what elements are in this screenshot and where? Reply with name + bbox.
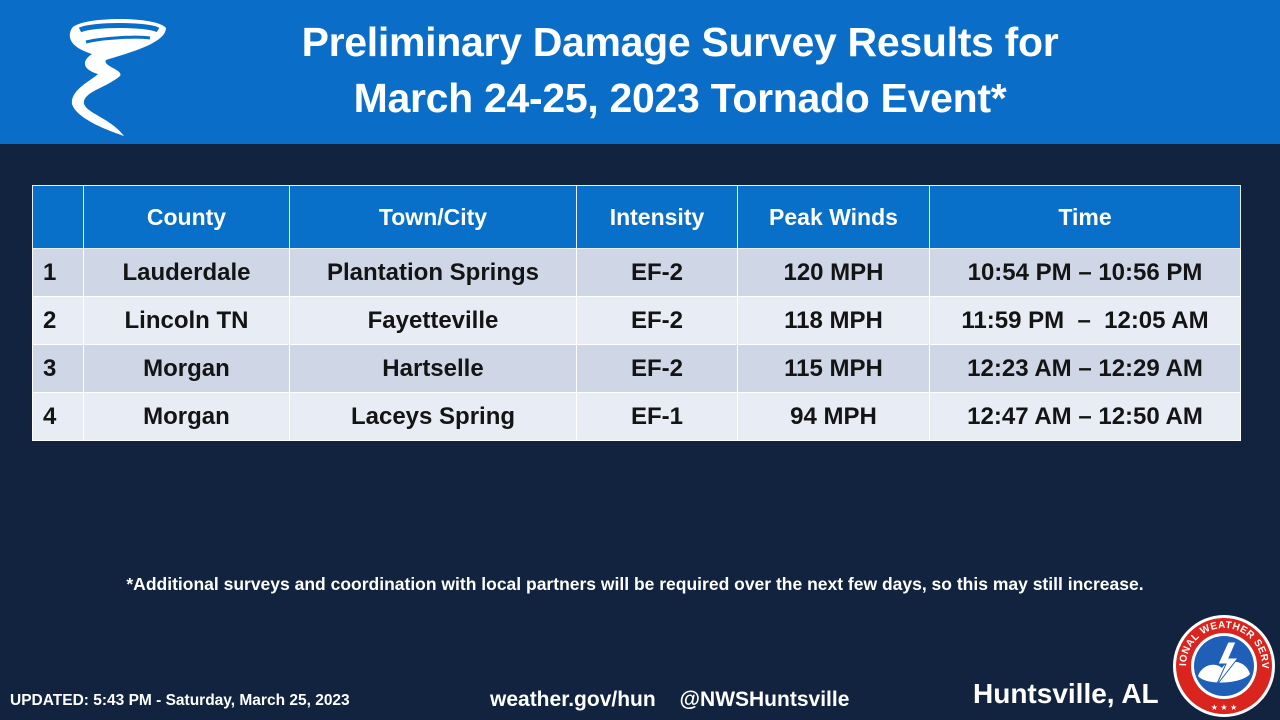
peak-winds-cell: 115 MPH bbox=[737, 344, 930, 393]
town-cell: Fayetteville bbox=[289, 296, 577, 345]
peak-winds-cell: 94 MPH bbox=[737, 392, 930, 441]
intensity-cell: EF-2 bbox=[576, 296, 738, 345]
social-handle[interactable]: @NWSHuntsville bbox=[679, 688, 850, 711]
column-header-peak-winds: Peak Winds bbox=[737, 185, 930, 249]
time-cell: 12:23 AM – 12:29 AM bbox=[929, 344, 1241, 393]
column-header-number bbox=[32, 185, 84, 249]
county-cell: Morgan bbox=[83, 392, 290, 441]
town-cell: Plantation Springs bbox=[289, 248, 577, 297]
page-title: Preliminary Damage Survey Results for Ma… bbox=[180, 14, 1180, 126]
county-cell: Morgan bbox=[83, 344, 290, 393]
table-row: 1 Lauderdale Plantation Springs EF-2 120… bbox=[32, 248, 1241, 297]
time-cell: 12:47 AM – 12:50 AM bbox=[929, 392, 1241, 441]
time-cell: 10:54 PM – 10:56 PM bbox=[929, 248, 1241, 297]
table-row: 2 Lincoln TN Fayetteville EF-2 118 MPH 1… bbox=[32, 296, 1241, 345]
table-row: 3 Morgan Hartselle EF-2 115 MPH 12:23 AM… bbox=[32, 344, 1241, 393]
county-cell: Lincoln TN bbox=[83, 296, 290, 345]
title-line-1: Preliminary Damage Survey Results for bbox=[301, 19, 1059, 65]
svg-text:★ ★ ★: ★ ★ ★ bbox=[1211, 703, 1238, 712]
row-number: 2 bbox=[32, 296, 84, 345]
peak-winds-cell: 120 MPH bbox=[737, 248, 930, 297]
tornado-icon bbox=[69, 19, 166, 136]
county-cell: Lauderdale bbox=[83, 248, 290, 297]
table-row: 4 Morgan Laceys Spring EF-1 94 MPH 12:47… bbox=[32, 392, 1241, 441]
updated-timestamp: UPDATED: 5:43 PM - Saturday, March 25, 2… bbox=[10, 692, 350, 709]
row-number: 3 bbox=[32, 344, 84, 393]
peak-winds-cell: 118 MPH bbox=[737, 296, 930, 345]
column-header-intensity: Intensity bbox=[576, 185, 738, 249]
intensity-cell: EF-2 bbox=[576, 248, 738, 297]
website-link[interactable]: weather.gov/hun bbox=[490, 688, 656, 711]
survey-results-table: County Town/City Intensity Peak Winds Ti… bbox=[32, 185, 1241, 441]
footnote: *Additional surveys and coordination wit… bbox=[126, 574, 1144, 594]
time-cell: 11:59 PM – 12:05 AM bbox=[929, 296, 1241, 345]
table-header-row: County Town/City Intensity Peak Winds Ti… bbox=[32, 185, 1241, 249]
intensity-cell: EF-1 bbox=[576, 392, 738, 441]
town-cell: Laceys Spring bbox=[289, 392, 577, 441]
intensity-cell: EF-2 bbox=[576, 344, 738, 393]
row-number: 1 bbox=[32, 248, 84, 297]
office-location: Huntsville, AL bbox=[973, 678, 1159, 709]
header-banner: Preliminary Damage Survey Results for Ma… bbox=[0, 0, 1280, 144]
column-header-time: Time bbox=[929, 185, 1241, 249]
column-header-county: County bbox=[83, 185, 290, 249]
nws-logo-icon: NATIONAL WEATHER SERVICE ★ ★ ★ bbox=[1172, 614, 1275, 717]
title-line-2: March 24-25, 2023 Tornado Event* bbox=[353, 75, 1007, 121]
town-cell: Hartselle bbox=[289, 344, 577, 393]
column-header-town: Town/City bbox=[289, 185, 577, 249]
row-number: 4 bbox=[32, 392, 84, 441]
contact-links: weather.gov/hun @NWSHuntsville bbox=[490, 688, 849, 712]
